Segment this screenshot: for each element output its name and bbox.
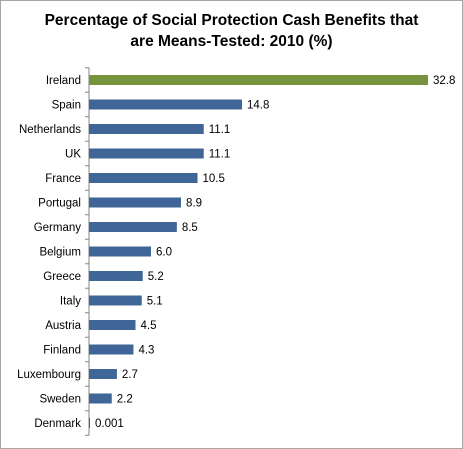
value-label-sweden: 2.2 xyxy=(117,394,133,406)
category-label-germany: Germany xyxy=(34,222,82,234)
bar-uk xyxy=(89,148,204,159)
category-label-spain: Spain xyxy=(52,100,81,112)
chart-title-line-1: Percentage of Social Protection Cash Ben… xyxy=(44,12,419,29)
category-label-italy: Italy xyxy=(60,296,81,308)
bar-austria xyxy=(89,320,136,330)
bar-france xyxy=(89,173,198,183)
value-label-ireland: 32.8 xyxy=(433,75,455,87)
value-label-denmark: 0.001 xyxy=(95,418,124,430)
category-label-ireland: Ireland xyxy=(46,75,81,87)
bar-spain xyxy=(89,99,242,110)
category-label-netherlands: Netherlands xyxy=(19,124,81,136)
category-label-sweden: Sweden xyxy=(39,394,81,406)
value-label-greece: 5.2 xyxy=(148,271,164,283)
bar-germany xyxy=(89,222,177,232)
value-label-france: 10.5 xyxy=(203,173,225,185)
value-label-finland: 4.3 xyxy=(138,345,154,357)
bar-finland xyxy=(89,344,134,355)
value-label-italy: 5.1 xyxy=(147,296,163,308)
bar-portugal xyxy=(89,197,181,208)
category-label-finland: Finland xyxy=(43,345,81,357)
category-label-denmark: Denmark xyxy=(34,418,81,430)
value-label-uk: 11.1 xyxy=(209,149,231,161)
category-label-luxembourg: Luxembourg xyxy=(17,369,81,381)
bar-greece xyxy=(89,271,143,281)
value-label-portugal: 8.9 xyxy=(186,198,202,210)
bar-luxembourg xyxy=(89,369,117,379)
bar-ireland xyxy=(89,75,428,85)
value-label-spain: 14.8 xyxy=(247,100,269,112)
bar-denmark xyxy=(89,418,90,428)
category-label-portugal: Portugal xyxy=(38,198,81,210)
bar-netherlands xyxy=(89,124,204,134)
value-label-austria: 4.5 xyxy=(141,320,157,332)
category-label-austria: Austria xyxy=(45,320,81,332)
value-label-germany: 8.5 xyxy=(182,222,198,234)
category-label-belgium: Belgium xyxy=(39,247,81,259)
value-label-belgium: 6.0 xyxy=(156,247,172,259)
value-label-luxembourg: 2.7 xyxy=(122,369,138,381)
chart-title-line-2: are Means-Tested: 2010 (%) xyxy=(130,33,333,50)
category-label-france: France xyxy=(45,173,81,185)
bar-italy xyxy=(89,295,142,306)
value-label-netherlands: 11.1 xyxy=(209,124,231,136)
category-label-uk: UK xyxy=(65,149,81,161)
bar-belgium xyxy=(89,246,152,257)
chart-title: Percentage of Social Protection Cash Ben… xyxy=(0,10,463,52)
category-label-greece: Greece xyxy=(43,271,81,283)
bar-sweden xyxy=(89,393,112,404)
